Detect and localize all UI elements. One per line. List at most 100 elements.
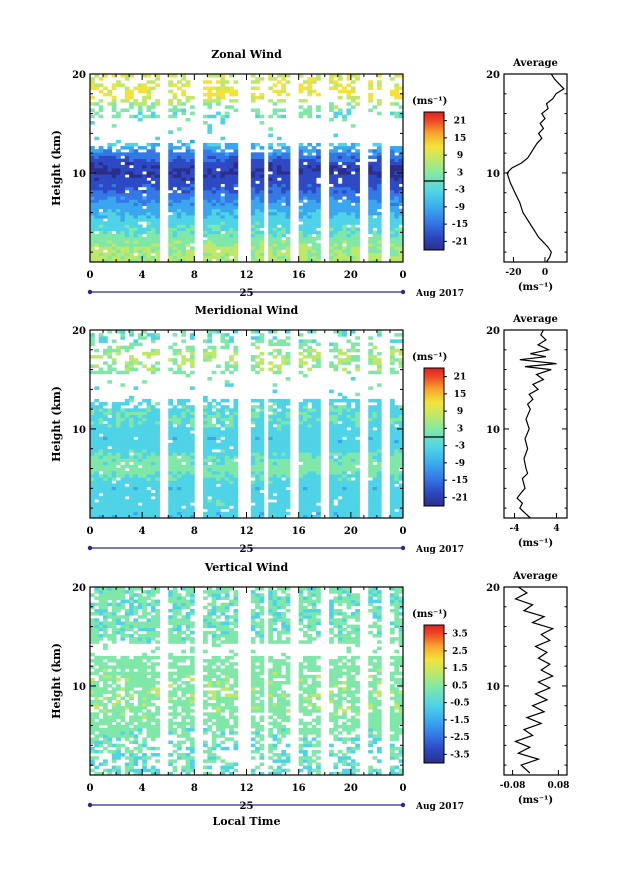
heatmap-cell xyxy=(272,496,278,500)
heatmap-cell xyxy=(181,467,187,472)
heatmap-cell xyxy=(368,86,373,91)
heatmap-cell xyxy=(355,155,360,159)
heatmap-cell xyxy=(220,433,226,437)
heatmap-cell xyxy=(107,92,113,97)
heatmap-cell xyxy=(107,193,113,197)
heatmap-cell xyxy=(150,196,156,200)
heatmap-cell xyxy=(189,240,195,244)
heatmap-cell xyxy=(311,420,317,425)
heatmap-cell xyxy=(272,486,278,491)
heatmap-cell xyxy=(168,505,173,509)
heatmap-cell xyxy=(224,221,230,225)
heatmap-cell xyxy=(394,215,400,219)
heatmap-cell xyxy=(285,411,291,415)
heatmap-cell xyxy=(285,355,291,359)
heatmap-cell xyxy=(311,196,317,200)
heatmap-cell xyxy=(142,174,147,178)
heatmap-cell xyxy=(211,439,217,444)
heatmap-cell xyxy=(216,211,221,216)
heatmap-cell xyxy=(176,146,182,150)
heatmap-cell xyxy=(111,249,117,253)
heatmap-cell xyxy=(211,164,217,169)
heatmap-cell xyxy=(185,477,191,481)
heatmap-cell xyxy=(398,436,404,441)
heatmap-cell xyxy=(168,180,173,185)
heatmap-cell xyxy=(329,433,334,437)
heatmap-cell xyxy=(268,445,273,450)
heatmap-cell xyxy=(133,430,139,434)
heatmap-cell xyxy=(342,414,347,419)
heatmap-cell xyxy=(220,152,226,156)
heatmap-cell xyxy=(355,208,360,213)
heatmap-cell xyxy=(94,196,100,200)
heatmap-cell xyxy=(116,177,121,181)
heatmap-cell xyxy=(220,95,226,100)
heatmap-cell xyxy=(150,417,156,422)
heatmap-cell xyxy=(337,433,343,437)
heatmap-cell xyxy=(255,398,260,403)
heatmap-cell xyxy=(211,183,217,188)
heatmap-cell xyxy=(329,361,334,365)
heatmap-cell xyxy=(168,464,173,469)
heatmap-cell xyxy=(250,80,256,84)
heatmap-cell xyxy=(168,208,173,213)
heatmap-cell xyxy=(211,467,217,472)
heatmap-cell xyxy=(211,370,217,375)
heatmap-cell xyxy=(307,439,313,444)
heatmap-cell xyxy=(398,417,404,422)
colorbar-tick-label: 21 xyxy=(454,117,467,127)
heatmap-cell xyxy=(389,436,395,441)
heatmap-cell xyxy=(298,164,304,169)
heatmap-cell xyxy=(311,467,317,472)
heatmap-cell xyxy=(224,180,230,185)
heatmap-cell xyxy=(129,483,134,488)
heatmap-cell xyxy=(376,171,382,175)
heatmap-cell xyxy=(233,221,239,225)
heatmap-cell xyxy=(120,199,126,203)
heatmap-cell xyxy=(142,255,147,260)
heatmap-cell xyxy=(207,236,213,241)
heatmap-cell xyxy=(350,480,356,484)
heatmap-cell xyxy=(316,361,321,365)
heatmap-cell xyxy=(346,146,352,150)
heatmap-cell xyxy=(346,508,352,513)
heatmap-cell xyxy=(329,152,334,156)
heatmap-cell xyxy=(259,252,265,257)
heatmap-cell xyxy=(176,193,182,197)
heatmap-cell xyxy=(368,458,373,462)
heatmap-cell xyxy=(250,420,256,425)
x-tick-label: 0 xyxy=(400,270,407,281)
heatmap-cell xyxy=(94,180,100,185)
heatmap-cell xyxy=(337,174,343,178)
heatmap-cell xyxy=(329,477,334,481)
heatmap-cell xyxy=(281,183,287,188)
heatmap-cell xyxy=(276,243,282,247)
heatmap-cell xyxy=(355,511,360,516)
heatmap-cell xyxy=(94,221,100,225)
heatmap-cell xyxy=(207,218,213,222)
heatmap-cell xyxy=(181,227,187,232)
heatmap-cell xyxy=(137,483,143,488)
heatmap-cell xyxy=(337,236,343,241)
heatmap-cell xyxy=(124,202,130,206)
heatmap-cell xyxy=(355,177,360,181)
heatmap-cell xyxy=(389,449,395,453)
heatmap-cell xyxy=(346,152,352,156)
heatmap-cell xyxy=(203,161,208,166)
date-line-marker xyxy=(400,289,406,295)
heatmap-cell xyxy=(120,211,126,216)
heatmap-cell xyxy=(355,215,360,219)
heatmap-cell xyxy=(307,502,313,506)
heatmap-cell xyxy=(216,189,221,194)
heatmap-cell xyxy=(268,255,273,260)
heatmap-cell xyxy=(116,149,121,153)
heatmap-cell xyxy=(133,445,139,450)
heatmap-cell xyxy=(268,408,273,412)
heatmap-cell xyxy=(176,514,182,519)
heatmap-cell xyxy=(255,236,260,241)
heatmap-cell xyxy=(268,351,273,356)
heatmap-cell xyxy=(155,174,160,178)
heatmap-cell xyxy=(90,152,95,156)
heatmap-cell xyxy=(94,348,100,353)
heatmap-cell xyxy=(176,215,182,219)
